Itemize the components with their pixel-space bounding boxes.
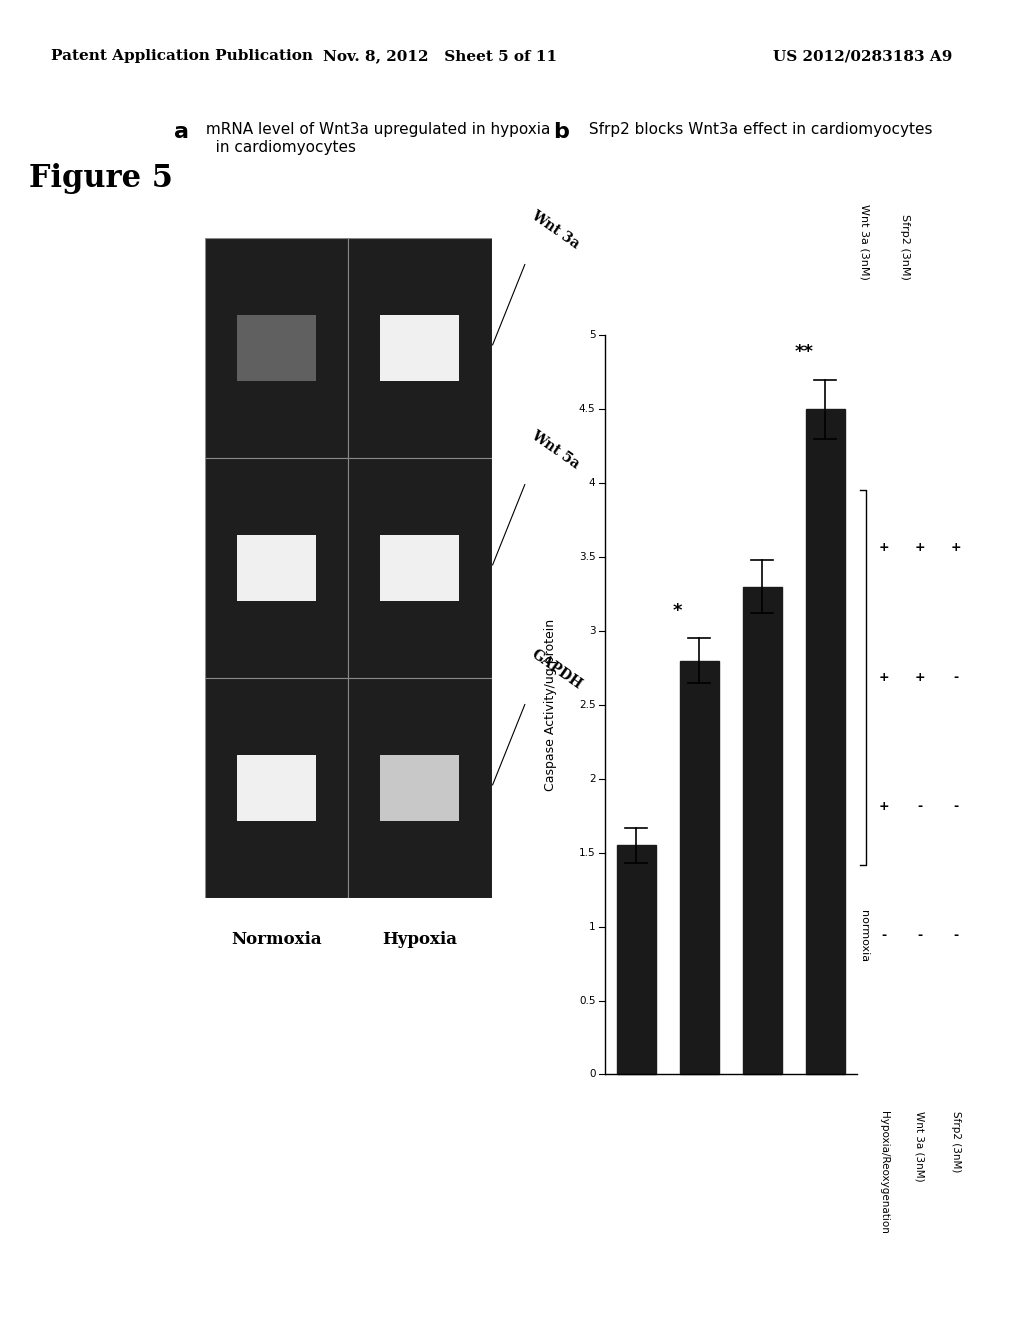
Bar xyxy=(381,314,460,380)
Text: 5: 5 xyxy=(589,330,596,341)
Text: -: - xyxy=(918,929,923,942)
Text: 2: 2 xyxy=(589,774,596,784)
Bar xyxy=(381,755,460,821)
Text: Patent Application Publication: Patent Application Publication xyxy=(51,49,313,63)
Text: Figure 5: Figure 5 xyxy=(29,162,173,194)
Text: +: + xyxy=(950,541,962,554)
Text: 4.5: 4.5 xyxy=(579,404,596,414)
Bar xyxy=(238,314,315,380)
Text: +: + xyxy=(879,800,889,813)
Text: 3.5: 3.5 xyxy=(579,552,596,562)
Text: GAPDH: GAPDH xyxy=(528,647,585,692)
Text: Caspase Activity/ug protein: Caspase Activity/ug protein xyxy=(544,619,557,791)
Text: 1.5: 1.5 xyxy=(579,847,596,858)
Text: Sfrp2 blocks Wnt3a effect in cardiomyocytes: Sfrp2 blocks Wnt3a effect in cardiomyocy… xyxy=(585,123,933,137)
Bar xyxy=(348,238,492,458)
Bar xyxy=(381,535,460,601)
Text: **: ** xyxy=(795,343,813,362)
Text: -: - xyxy=(953,671,958,684)
Text: 3: 3 xyxy=(589,626,596,636)
Text: Hypoxia/Reoxygenation: Hypoxia/Reoxygenation xyxy=(879,1111,889,1234)
Bar xyxy=(348,677,492,898)
Bar xyxy=(742,586,781,1074)
Bar xyxy=(806,409,845,1074)
Bar xyxy=(205,238,348,458)
Text: 1: 1 xyxy=(589,921,596,932)
Text: -: - xyxy=(953,929,958,942)
Bar xyxy=(238,535,315,601)
Text: +: + xyxy=(879,671,889,684)
Text: Wnt 3a (3nM): Wnt 3a (3nM) xyxy=(859,205,869,280)
Text: b: b xyxy=(553,123,569,143)
Bar xyxy=(680,660,719,1074)
Text: Wnt 3a (3nM): Wnt 3a (3nM) xyxy=(915,1111,925,1183)
Bar xyxy=(205,458,348,677)
Text: *: * xyxy=(673,602,682,620)
Text: Sfrp2 (3nM): Sfrp2 (3nM) xyxy=(900,214,909,280)
Text: -: - xyxy=(918,800,923,813)
Text: Nov. 8, 2012   Sheet 5 of 11: Nov. 8, 2012 Sheet 5 of 11 xyxy=(324,49,557,63)
Text: a: a xyxy=(174,123,189,143)
Text: 2.5: 2.5 xyxy=(579,700,596,710)
Text: +: + xyxy=(879,541,889,554)
Text: 4: 4 xyxy=(589,478,596,488)
Text: 0: 0 xyxy=(589,1069,596,1080)
Bar xyxy=(348,458,492,677)
Bar xyxy=(205,677,348,898)
Bar xyxy=(616,845,655,1074)
Text: US 2012/0283183 A9: US 2012/0283183 A9 xyxy=(773,49,952,63)
Bar xyxy=(238,755,315,821)
Text: Wnt 3a: Wnt 3a xyxy=(528,209,583,252)
Text: 0.5: 0.5 xyxy=(579,995,596,1006)
Text: Hypoxia: Hypoxia xyxy=(382,931,458,948)
Text: -: - xyxy=(882,929,887,942)
Text: Sfrp2 (3nM): Sfrp2 (3nM) xyxy=(951,1111,961,1172)
Text: normoxia: normoxia xyxy=(859,909,869,962)
Text: mRNA level of Wnt3a upregulated in hypoxia
   in cardiomyocytes: mRNA level of Wnt3a upregulated in hypox… xyxy=(202,123,551,154)
Text: +: + xyxy=(914,671,926,684)
Text: -: - xyxy=(953,800,958,813)
Text: Normoxia: Normoxia xyxy=(231,931,322,948)
Text: Wnt 5a: Wnt 5a xyxy=(528,429,583,471)
Text: +: + xyxy=(914,541,926,554)
